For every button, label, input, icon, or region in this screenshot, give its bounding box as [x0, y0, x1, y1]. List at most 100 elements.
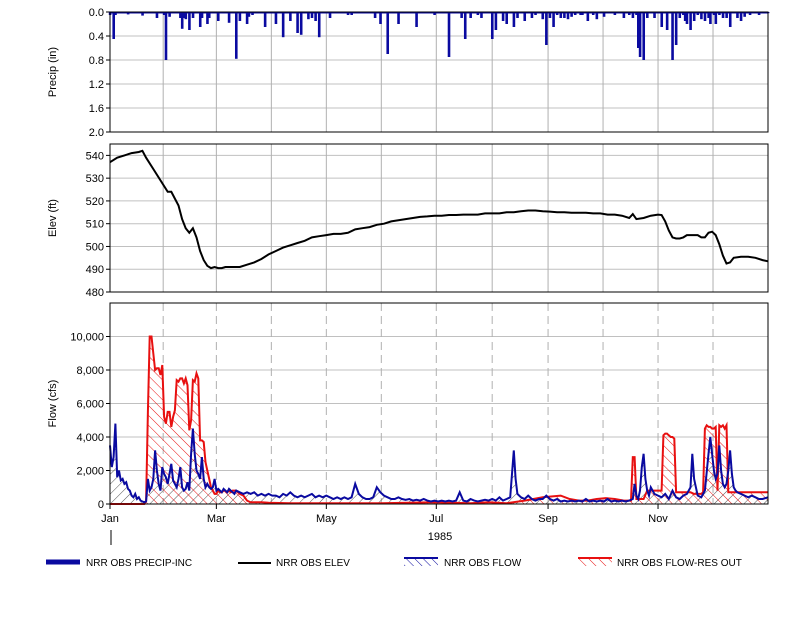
precip-bar — [761, 12, 764, 14]
flow-y-axis-label: Flow (cfs) — [47, 380, 59, 428]
precip-bar — [317, 12, 321, 38]
precip-bar — [490, 12, 494, 39]
precip-bar — [646, 12, 649, 18]
precip-bar — [696, 12, 700, 15]
precip-bar — [350, 12, 353, 15]
precip-bar — [573, 12, 577, 15]
precip-bar — [653, 12, 656, 18]
elev-ytick-label: 510 — [86, 219, 104, 231]
flow-plot-frame — [109, 302, 769, 505]
precip-bar — [505, 12, 509, 24]
precip-bar — [579, 12, 582, 15]
precip-bar — [289, 12, 292, 21]
precip-bar — [296, 12, 299, 33]
precip-bar — [234, 12, 238, 59]
precip-bar — [415, 12, 418, 27]
precip-bar — [728, 12, 732, 27]
precip-bar — [689, 12, 692, 30]
precip-bar — [251, 12, 254, 15]
precip-bar — [748, 12, 752, 15]
precip-bar — [281, 12, 285, 38]
elev-ytick-label: 530 — [86, 173, 104, 185]
precip-bar — [642, 12, 646, 60]
precip-bar — [635, 12, 638, 15]
precip-bar — [480, 12, 483, 18]
precip-ytick-label: 1.2 — [89, 79, 104, 91]
precip-bar — [563, 12, 566, 18]
x-tick-label: May — [316, 513, 337, 525]
precip-ytick-label: 1.6 — [89, 103, 104, 115]
flow-panel: 0 2,000 4,000 6,000 8,000 10,000 Flow (cfs) — [47, 302, 769, 511]
x-tick-label: Mar — [207, 513, 226, 525]
precip-plot-background — [110, 12, 768, 132]
precip-bar — [548, 12, 552, 18]
precip-bar — [112, 12, 116, 39]
precip-bar — [545, 12, 548, 45]
precip-bar — [685, 12, 689, 24]
precip-bar — [700, 12, 703, 20]
precip-bar — [764, 12, 768, 14]
precip-bar — [114, 12, 117, 15]
x-tick-label: Sep — [538, 513, 558, 525]
x-tick-label: Nov — [648, 513, 668, 525]
precip-bar — [180, 12, 184, 29]
precip-bar — [227, 12, 231, 23]
legend-item-elev: NRR OBS ELEV — [238, 558, 350, 569]
elev-y-axis-label: Elev (ft) — [47, 199, 59, 237]
precip-bar — [638, 12, 642, 57]
precip-bar — [141, 12, 144, 16]
precip-bar — [310, 12, 314, 18]
precip-bar — [613, 12, 617, 15]
legend-label-precip: NRR OBS PRECIP-INC — [86, 558, 192, 569]
res-out-line — [110, 335, 768, 505]
legend-item-flow: NRR OBS FLOW — [404, 557, 522, 569]
precip-bar — [541, 12, 545, 20]
flow-ytick-label: 4,000 — [76, 432, 104, 444]
precip-bar — [622, 12, 626, 18]
precip-bar — [386, 12, 390, 54]
flow-ytick-label: 10,000 — [70, 332, 104, 344]
precip-bar — [162, 12, 166, 15]
elev-plot-background — [110, 144, 768, 292]
precip-bar — [274, 12, 278, 24]
precip-bar — [207, 12, 211, 18]
precip-bar — [703, 12, 707, 21]
elev-plot-frame — [109, 143, 769, 293]
precip-bar — [707, 12, 710, 18]
precip-bar — [660, 12, 664, 27]
precip-bar — [714, 12, 718, 24]
precip-bar — [566, 12, 570, 20]
x-tick-label: Jan — [101, 513, 119, 525]
precip-bar — [712, 12, 716, 15]
flow-ytick-label: 6,000 — [76, 399, 104, 411]
precip-bar — [168, 12, 171, 17]
precip-bar — [397, 12, 400, 24]
x-axis-year: 1985 — [428, 531, 452, 543]
x-tick-label: Jul — [429, 513, 443, 525]
precip-bar — [263, 12, 267, 27]
precip-bar — [126, 12, 130, 15]
precip-bar — [238, 12, 242, 21]
precip-bar — [245, 12, 249, 24]
legend-item-res-out: NRR OBS FLOW-RES OUT — [578, 557, 742, 569]
precip-bar — [671, 12, 674, 60]
precip-bar — [206, 12, 209, 24]
precip-bar — [627, 12, 631, 15]
precip-bar — [516, 12, 519, 18]
precip-bar — [674, 12, 678, 45]
precip-bar — [200, 12, 204, 18]
precip-bar — [534, 12, 537, 15]
flow-ytick-label: 0 — [98, 499, 104, 511]
precip-bar — [164, 12, 168, 60]
precip-bar — [247, 12, 251, 17]
elev-ytick-label: 500 — [86, 241, 104, 253]
legend-label-elev: NRR OBS ELEV — [276, 558, 350, 569]
precip-bar — [184, 12, 188, 20]
legend-label-flow: NRR OBS FLOW — [444, 558, 522, 569]
precip-ytick-label: 0.4 — [89, 31, 104, 43]
precip-bar — [512, 12, 516, 27]
precip-bar — [328, 12, 332, 18]
precip-bar — [476, 12, 480, 15]
elev-ytick-label: 490 — [86, 264, 104, 276]
precip-bar — [191, 12, 195, 18]
